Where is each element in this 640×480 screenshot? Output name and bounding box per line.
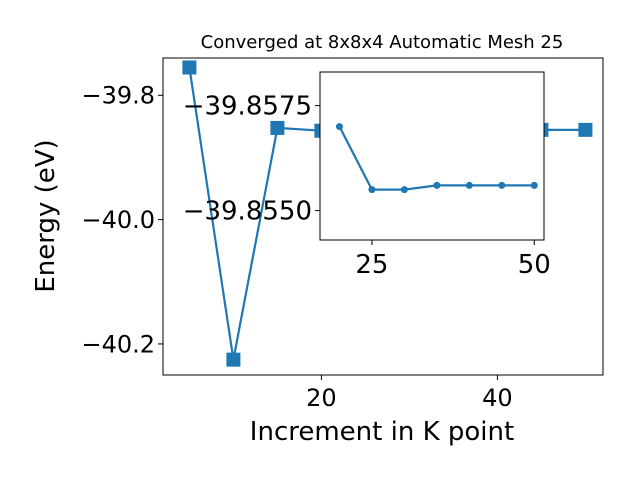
inset-x-tick-label: 50 (518, 250, 551, 280)
inset-y-tick-label: −39.8550 (183, 197, 312, 227)
y-axis-label: Energy (eV) (31, 139, 61, 292)
inset-x-tick-label: 25 (355, 250, 388, 280)
main-axes-frame (162, 57, 604, 376)
inset-ticks: 25 50 −39.8575 −39.8550 (183, 92, 551, 280)
inset-data-point (335, 123, 343, 131)
main-ticks: 20 40 −39.8 −40.0 −40.2 (81, 82, 512, 412)
inset-data-point (433, 181, 441, 189)
inset-data-point (368, 186, 376, 194)
inset-plot: 25 50 −39.8575 −39.8550 (183, 71, 551, 280)
inset-y-tick-label: −39.8575 (183, 92, 312, 122)
chart-title: Converged at 8x8x4 Automatic Mesh 25 (201, 32, 564, 53)
main-data-point (270, 120, 285, 135)
inset-axes-frame (319, 71, 545, 241)
main-y-tick-label: −39.8 (81, 82, 155, 110)
main-y-tick-label: −40.2 (81, 330, 155, 358)
inset-data-point (498, 181, 506, 189)
main-data-point (578, 122, 593, 137)
main-data-point (182, 60, 197, 75)
main-x-tick-label: 20 (306, 384, 337, 412)
inset-background (320, 72, 544, 240)
main-data-point (226, 352, 241, 367)
inset-data-point (530, 181, 538, 189)
inset-data-point (400, 186, 408, 194)
inset-data-point (465, 181, 473, 189)
main-x-tick-label: 40 (482, 384, 513, 412)
main-y-tick-label: −40.0 (81, 206, 155, 234)
x-axis-label: Increment in K point (250, 417, 514, 447)
inset-series (335, 123, 538, 194)
